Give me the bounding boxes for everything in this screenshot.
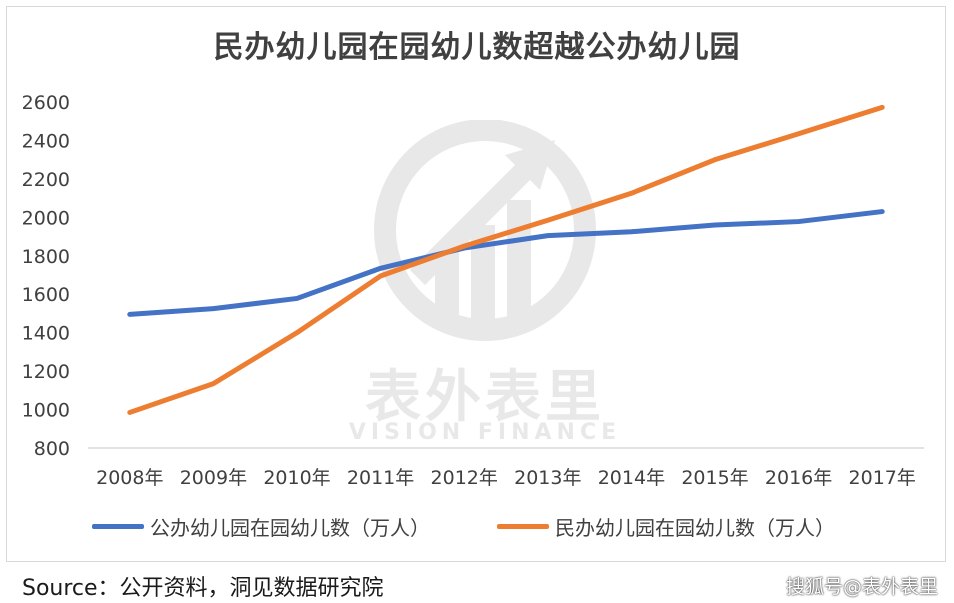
y-axis-ticks: 800 1000 1200 1400 1600 1800 2000 2200 2400 2600: [22, 92, 70, 460]
series-lines: [127, 104, 885, 415]
legend-item-public: 公办幼儿园在园幼儿数（万人）: [92, 508, 430, 544]
x-tick-label: 2016年: [765, 467, 832, 489]
line-chart-plot: 800100012001400160018002000220024002600 …: [22, 92, 924, 489]
legend-swatch-private: [497, 523, 549, 529]
x-tick-label: 2014年: [598, 467, 665, 489]
legend-label-private: 民办幼儿园在园幼儿数（万人）: [555, 515, 835, 540]
legend-item-private: 民办幼儿园在园幼儿数（万人）: [497, 508, 835, 544]
y-tick-label: 2200: [22, 169, 70, 191]
y-tick-label: 2400: [22, 130, 70, 152]
x-tick-label: 2015年: [681, 467, 748, 489]
chart-area-border: [6, 6, 946, 562]
x-tick-label: 2008年: [96, 467, 163, 489]
x-tick-label: 2010年: [263, 467, 330, 489]
series-line-private: [127, 104, 885, 415]
legend-label-public: 公办幼儿园在园幼儿数（万人）: [150, 515, 430, 540]
x-tick-label: 2011年: [347, 467, 414, 489]
y-tick-label: 2600: [22, 92, 70, 114]
y-tick-label: 1400: [22, 323, 70, 345]
y-tick-label: 1800: [22, 246, 70, 268]
x-tick-label: 2012年: [431, 467, 498, 489]
x-tick-label: 2009年: [180, 467, 247, 489]
chart-title: 民办幼儿园在园幼儿数超越公办幼儿园: [213, 30, 741, 65]
y-tick-label: 800: [34, 438, 70, 460]
y-tick-label: 2000: [22, 207, 70, 229]
credit-watermark: 搜狐号@表外表里: [785, 576, 938, 598]
source-note: Source：公开资料，洞见数据研究院: [22, 576, 384, 601]
y-tick-label: 1000: [22, 400, 70, 422]
legend-swatch-public: [92, 523, 144, 529]
chart-legend: 公办幼儿园在园幼儿数（万人） 民办幼儿园在园幼儿数（万人）: [0, 508, 954, 544]
series-line-public: [127, 209, 885, 317]
x-tick-label: 2017年: [849, 467, 916, 489]
x-tick-label: 2013年: [514, 467, 581, 489]
y-tick-label: 1600: [22, 284, 70, 306]
x-axis-ticks: 2008年 2009年 2010年 2011年 2012年 2013年 2014年 2015年…: [96, 467, 916, 489]
y-tick-label: 1200: [22, 361, 70, 383]
